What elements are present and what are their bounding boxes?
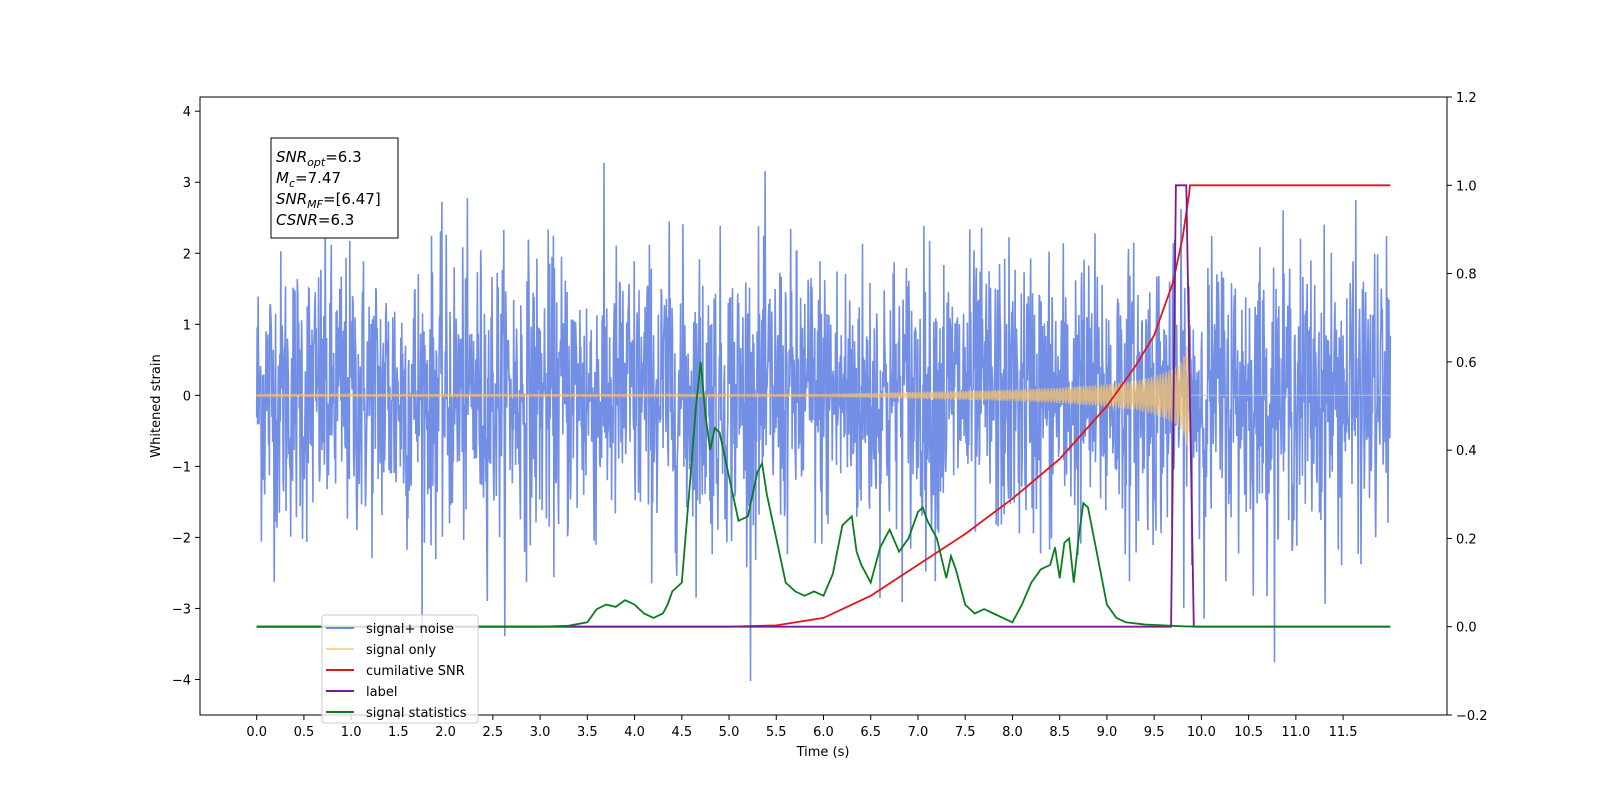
y-tick-label: 0 bbox=[183, 389, 191, 404]
x-tick-label: 8.0 bbox=[1002, 725, 1023, 740]
x-tick-label: 7.5 bbox=[955, 725, 976, 740]
x-tick-label: 11.5 bbox=[1329, 725, 1358, 740]
x-tick-label: 6.0 bbox=[813, 725, 834, 740]
annotation-line: SNRMF=[6.47] bbox=[276, 190, 381, 211]
y-axis-left: 4 3 2 1 0 −1 −2 −3 −4 bbox=[172, 105, 200, 688]
annotation-line: SNRopt=6.3 bbox=[276, 148, 362, 169]
x-tick-label: 4.5 bbox=[671, 725, 692, 740]
x-tick-label: 2.0 bbox=[435, 725, 456, 740]
legend-label-signal-statistics: signal statistics bbox=[366, 706, 467, 721]
legend-label-label: label bbox=[366, 685, 397, 700]
x-tick-label: 7.0 bbox=[908, 725, 929, 740]
x-tick-label: 3.0 bbox=[530, 725, 551, 740]
legend-label-signal-only: signal only bbox=[366, 643, 436, 658]
legend-frame bbox=[321, 614, 479, 724]
series-signal-only bbox=[256, 346, 1391, 446]
y-tick-label: 1 bbox=[183, 318, 191, 333]
x-tick-label: 0.5 bbox=[294, 725, 315, 740]
y2-tick-label: 1.0 bbox=[1456, 179, 1477, 194]
y-tick-label: 3 bbox=[183, 176, 191, 191]
y2-tick-label: 0.6 bbox=[1456, 356, 1477, 371]
x-tick-label: 3.5 bbox=[577, 725, 598, 740]
series-layer bbox=[255, 162, 1392, 682]
x-tick-label: 4.0 bbox=[624, 725, 645, 740]
y-tick-label: 2 bbox=[183, 247, 191, 262]
y-tick-label: −1 bbox=[172, 460, 191, 475]
y2-tick-label: 0.4 bbox=[1456, 444, 1477, 459]
y-tick-label: −4 bbox=[172, 673, 191, 688]
series-signal-noise bbox=[255, 162, 1392, 682]
y2-tick-label: −0.2 bbox=[1456, 709, 1488, 724]
y2-tick-label: 0.2 bbox=[1456, 532, 1477, 547]
x-tick-label: 8.5 bbox=[1049, 725, 1070, 740]
y-axis-right: 1.2 1.0 0.8 0.6 0.4 0.2 0.0 −0.2 bbox=[1447, 91, 1488, 724]
series-signal-statistics bbox=[256, 361, 1391, 628]
x-tick-label: 5.0 bbox=[719, 725, 740, 740]
x-tick-label: 11.0 bbox=[1281, 725, 1310, 740]
x-tick-label: 10.5 bbox=[1234, 725, 1263, 740]
legend-label-signal-noise: signal+ noise bbox=[366, 622, 454, 637]
legend: signal+ noise signal only cumilative SNR la… bbox=[321, 614, 479, 724]
y2-tick-label: 1.2 bbox=[1456, 91, 1477, 106]
series-cumilative-snr bbox=[256, 184, 1391, 628]
y2-tick-label: 0.8 bbox=[1456, 268, 1477, 283]
x-tick-label: 10.0 bbox=[1187, 725, 1216, 740]
y-tick-label: −2 bbox=[172, 531, 191, 546]
x-tick-label: 0.0 bbox=[246, 725, 267, 740]
legend-label-cumilative-snr: cumilative SNR bbox=[366, 664, 465, 679]
annotation-frame bbox=[270, 137, 399, 239]
y-tick-label: −3 bbox=[172, 602, 191, 617]
x-tick-label: 2.5 bbox=[483, 725, 504, 740]
annotation-line: Mc=7.47 bbox=[276, 169, 341, 190]
x-axis: 0.0 0.5 1.0 1.5 2.0 2.5 3.0 3.5 4.0 4.5 5.0 5.5 6.0 6… bbox=[246, 715, 1358, 740]
x-axis-label: Time (s) bbox=[796, 745, 850, 760]
x-tick-label: 6.5 bbox=[860, 725, 881, 740]
annotation-line: CSNR=6.3 bbox=[276, 211, 354, 229]
x-tick-label: 9.0 bbox=[1097, 725, 1118, 740]
x-tick-label: 9.5 bbox=[1144, 725, 1165, 740]
y2-tick-label: 0.0 bbox=[1456, 621, 1477, 636]
x-tick-label: 1.5 bbox=[388, 725, 409, 740]
x-tick-label: 1.0 bbox=[341, 725, 362, 740]
y-tick-label: 4 bbox=[183, 105, 191, 120]
y-axis-label: Whitened strain bbox=[149, 354, 164, 457]
x-tick-label: 5.5 bbox=[766, 725, 787, 740]
